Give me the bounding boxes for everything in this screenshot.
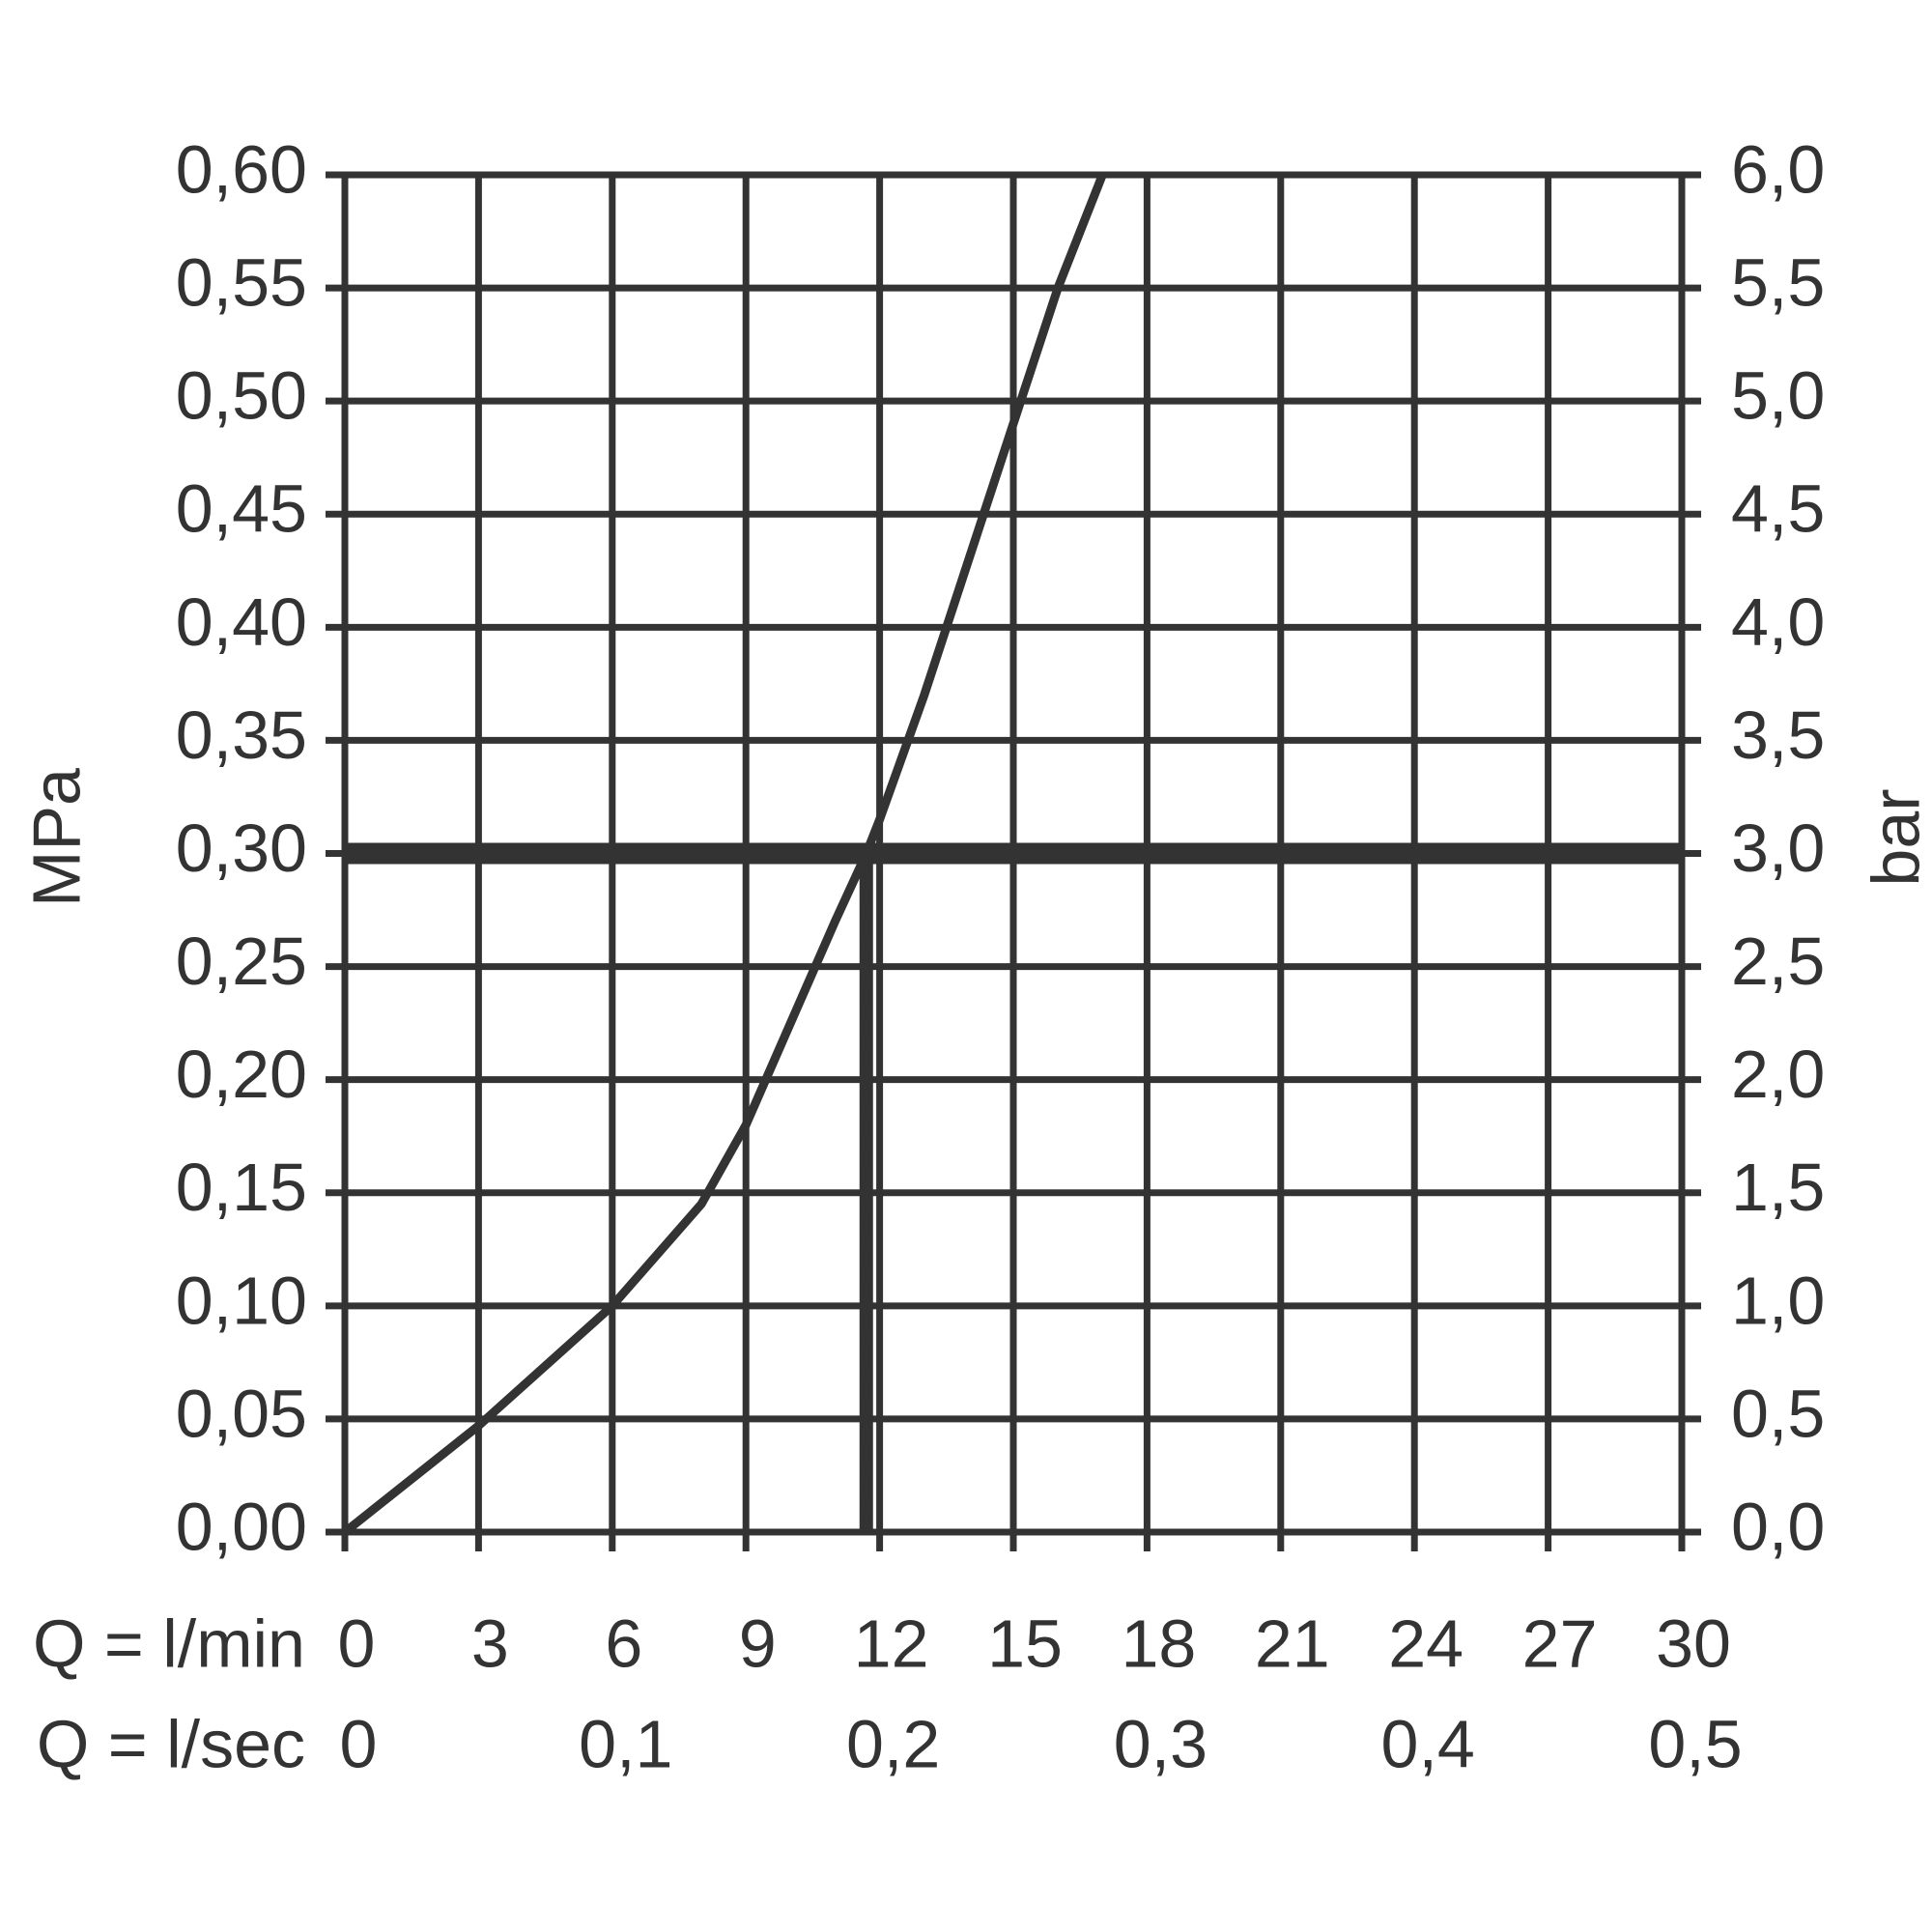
y2-tick-label: 2,5 (1731, 923, 1825, 999)
y-tick-label: 0,05 (176, 1376, 307, 1451)
y-tick-label: 0,25 (176, 923, 307, 999)
x-tick-label: 30 (1656, 1605, 1731, 1681)
y-axis-label: MPa (18, 768, 94, 907)
y2-axis-label: bar (1858, 788, 1932, 886)
x-tick-label: 9 (739, 1605, 777, 1681)
curve (342, 173, 1107, 1536)
y-tick-label: 0,45 (176, 471, 307, 547)
x-tick-label: 27 (1522, 1605, 1598, 1681)
x-axis-label: Q = l/min (33, 1605, 305, 1681)
x-tick-label: 3 (471, 1605, 509, 1681)
y2-tick-label: 4,5 (1731, 471, 1825, 547)
y-tick-label: 0,50 (176, 358, 307, 434)
y-tick-label: 0,30 (176, 810, 307, 886)
y-tick-label: 0,40 (176, 584, 307, 660)
x-tick-label: 15 (987, 1605, 1063, 1681)
y2-tick-label: 1,5 (1731, 1150, 1825, 1225)
x-tick-label: 18 (1121, 1605, 1196, 1681)
y2-tick-label: 6,0 (1731, 131, 1825, 207)
x-tick-label: 12 (854, 1605, 929, 1681)
y-tick-label: 0,15 (176, 1150, 307, 1225)
y2-tick-label: 4,0 (1731, 584, 1825, 660)
x-tick-label: 6 (605, 1605, 642, 1681)
x2-tick-label: 0,2 (846, 1706, 940, 1781)
y2-tick-label: 2,0 (1731, 1037, 1825, 1112)
x2-tick-label: 0 (340, 1706, 378, 1781)
y2-tick-label: 0,5 (1731, 1376, 1825, 1451)
x2-axis-label: Q = l/sec (37, 1706, 305, 1781)
y2-tick-label: 3,0 (1731, 810, 1825, 886)
y2-tick-label: 1,0 (1731, 1263, 1825, 1338)
y2-tick-label: 3,5 (1731, 697, 1825, 773)
x2-tick-label: 0,4 (1381, 1706, 1475, 1781)
y-tick-label: 0,55 (176, 245, 307, 321)
y-tick-label: 0,60 (176, 131, 307, 207)
y2-tick-label: 5,0 (1731, 358, 1825, 434)
x-tick-label: 24 (1388, 1605, 1463, 1681)
x-tick-label: 0 (338, 1605, 376, 1681)
y-tick-label: 0,35 (176, 697, 307, 773)
x-tick-label: 21 (1255, 1605, 1330, 1681)
y2-tick-label: 0,0 (1731, 1489, 1825, 1564)
y2-tick-label: 5,5 (1731, 245, 1825, 321)
y-tick-label: 0,00 (176, 1489, 307, 1564)
y-tick-label: 0,20 (176, 1037, 307, 1112)
x2-tick-label: 0,5 (1648, 1706, 1742, 1781)
y-tick-label: 0,10 (176, 1263, 307, 1338)
x2-tick-label: 0,3 (1114, 1706, 1208, 1781)
x2-tick-label: 0,1 (579, 1706, 672, 1781)
